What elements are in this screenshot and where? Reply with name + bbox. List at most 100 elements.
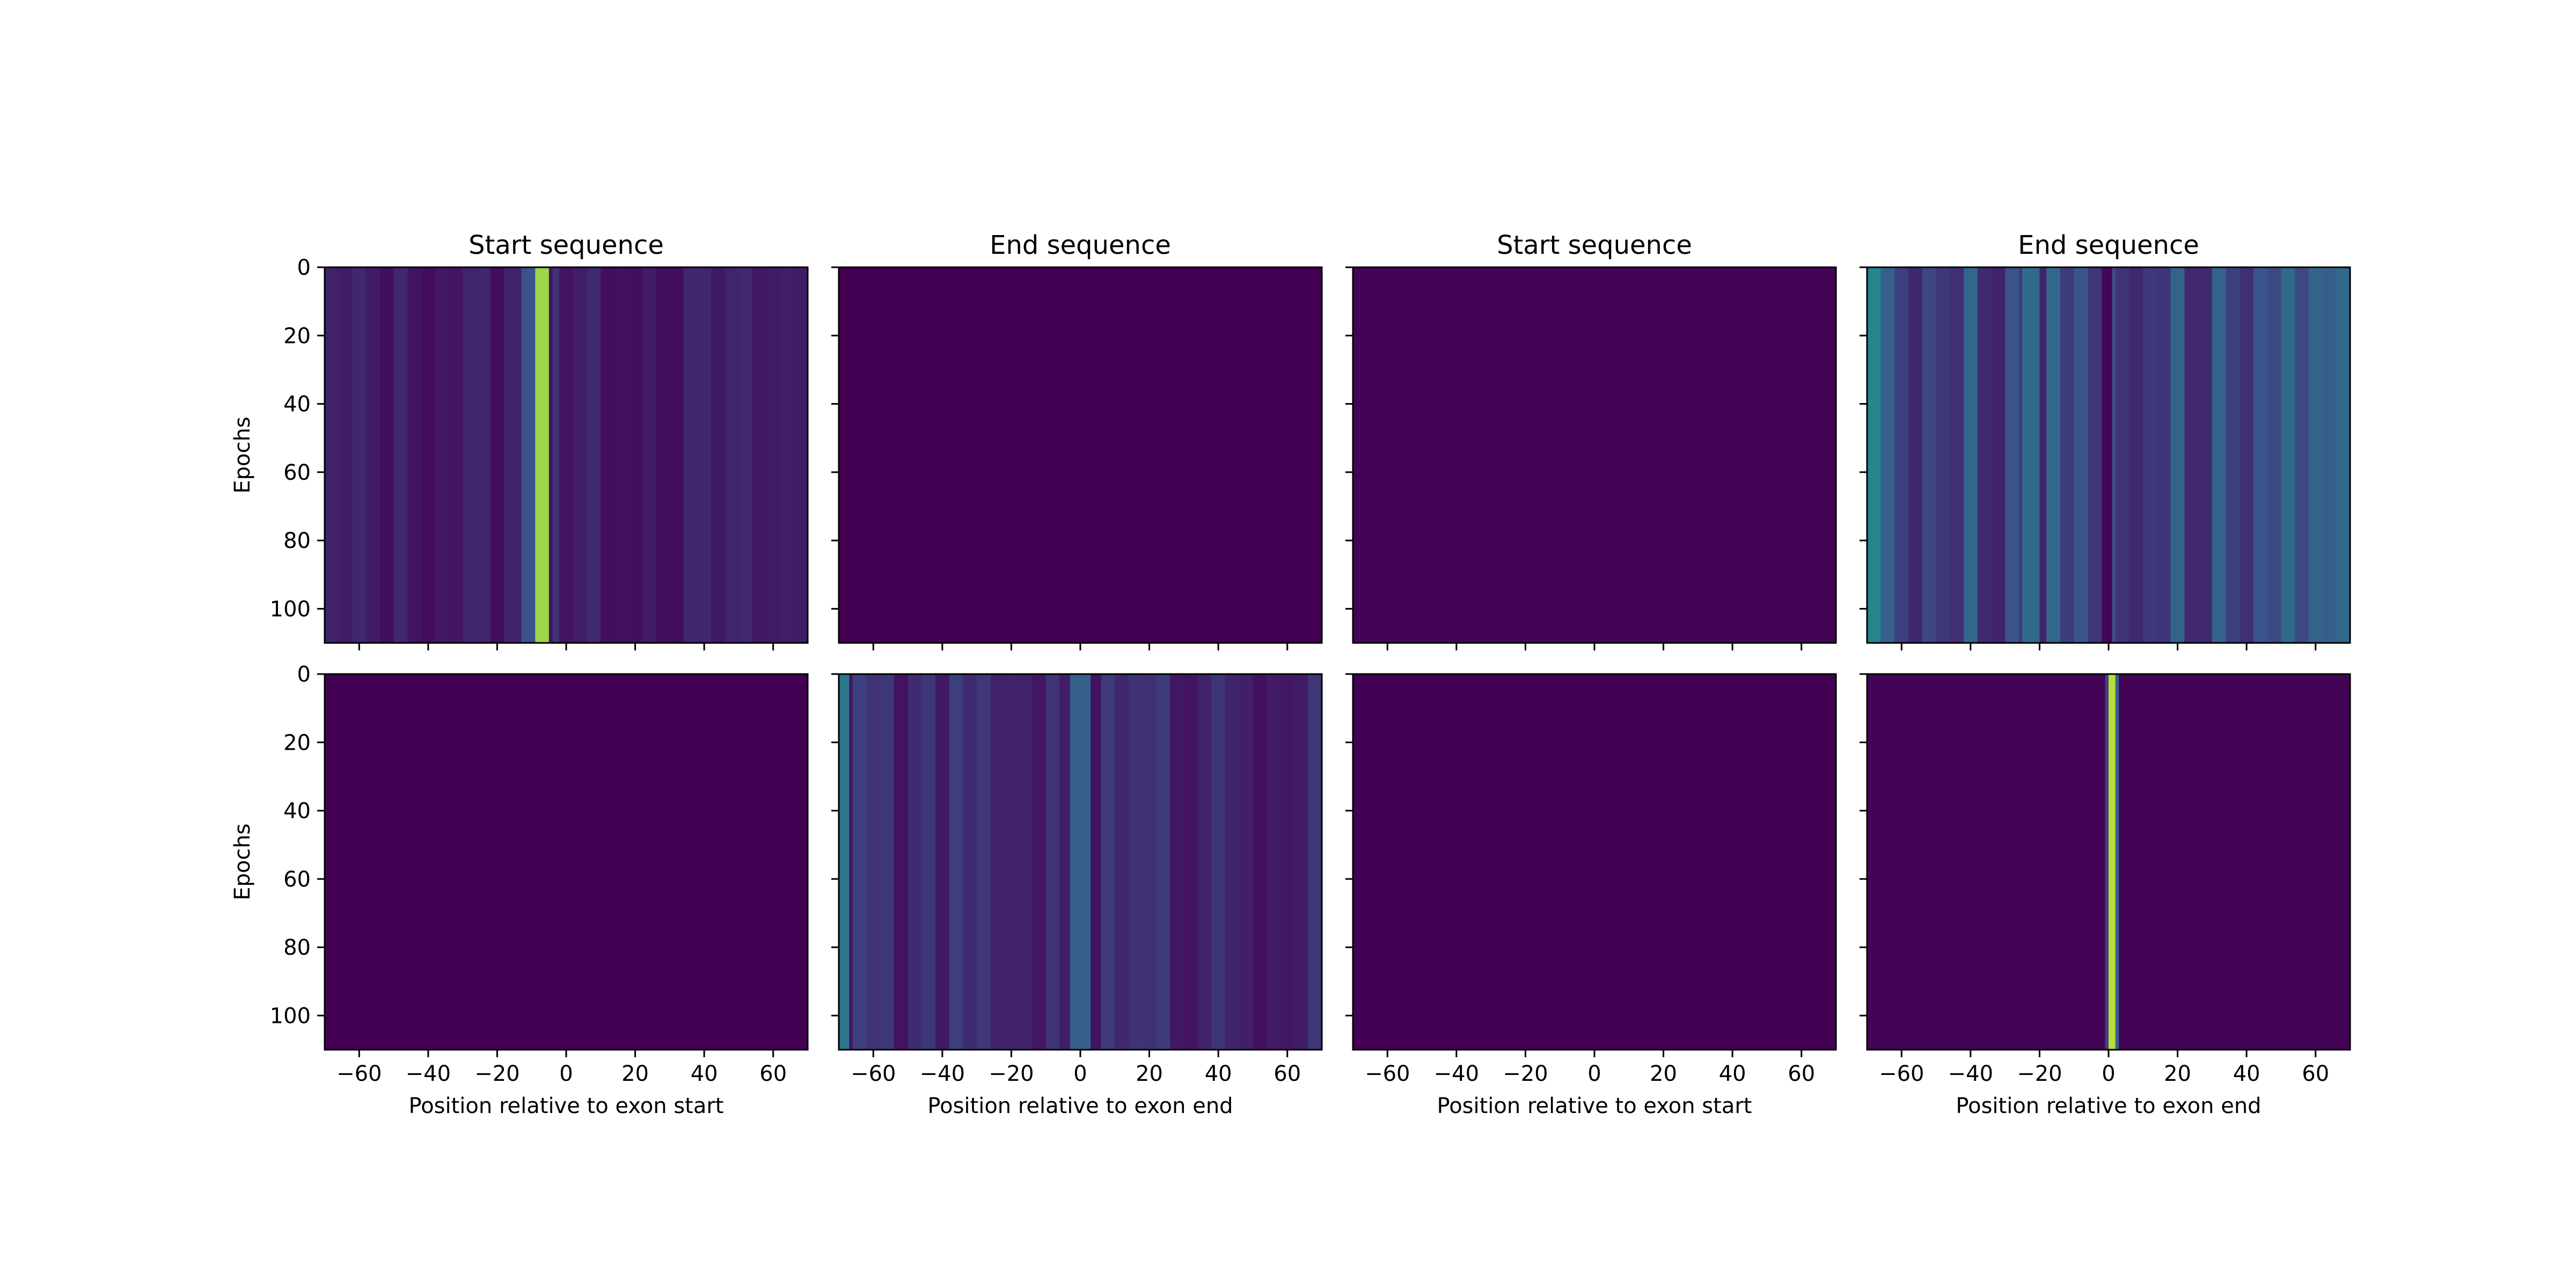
heatmap-column xyxy=(1977,267,1992,643)
heatmap-column xyxy=(1004,674,1019,1050)
heatmap-column xyxy=(352,267,367,643)
heatmap-column xyxy=(587,267,601,643)
heatmap-column xyxy=(1032,674,1046,1050)
x-tick-label: 20 xyxy=(1136,1062,1163,1086)
heatmap-column xyxy=(2129,267,2143,643)
heatmap-column xyxy=(1101,674,1115,1050)
x-tick-label: 20 xyxy=(2164,1062,2191,1086)
heatmap-background xyxy=(839,267,1322,643)
heatmap-column xyxy=(711,267,726,643)
heatmap-column xyxy=(601,267,615,643)
x-tick-label: 20 xyxy=(621,1062,649,1086)
heatmap-column xyxy=(1239,674,1253,1050)
heatmap-column xyxy=(866,674,881,1050)
heatmap-column xyxy=(2184,267,2199,643)
panel-5: −60 −40 −20 0 20 40 60 0 20 40 60 80 100 Position rel… xyxy=(230,662,809,1118)
heatmap-column xyxy=(1294,674,1308,1050)
heatmap-column xyxy=(559,267,574,643)
x-tick-label: −60 xyxy=(1879,1062,1924,1086)
x-tick-label: −20 xyxy=(474,1062,519,1086)
heatmap-column xyxy=(1308,674,1322,1050)
heatmap-column xyxy=(463,267,477,643)
heatmap-column xyxy=(1170,674,1184,1050)
x-axis-label: Position relative to exon end xyxy=(927,1094,1233,1118)
x-axis-label: Position relative to exon start xyxy=(1437,1094,1752,1118)
heatmap-column xyxy=(1197,674,1212,1050)
heatmap-column xyxy=(2060,267,2075,643)
heatmap-column xyxy=(642,267,656,643)
y-tick-label: 60 xyxy=(283,867,311,892)
x-tick-label: −40 xyxy=(1434,1062,1479,1086)
x-tick-label: 60 xyxy=(1274,1062,1301,1086)
heatmap-column xyxy=(1253,674,1267,1050)
panel-3: Start sequence xyxy=(1345,230,1837,650)
x-tick-label: −60 xyxy=(1365,1062,1410,1086)
panel-title: Start sequence xyxy=(1497,230,1692,260)
heatmap-column xyxy=(683,267,698,643)
heatmap-column xyxy=(2281,267,2295,643)
x-tick-label: −20 xyxy=(2017,1062,2062,1086)
x-tick-label: 60 xyxy=(2302,1062,2329,1086)
y-axis-label: Epochs xyxy=(230,823,255,900)
heatmap-column xyxy=(766,267,781,643)
heatmap-column xyxy=(697,267,712,643)
y-tick-label: 0 xyxy=(297,255,311,280)
heatmap-feature-band xyxy=(521,267,536,643)
x-tick-label: 0 xyxy=(1073,1062,1087,1086)
x-tick-label: −40 xyxy=(1948,1062,1993,1086)
heatmap-column xyxy=(2226,267,2240,643)
x-tick-label: 20 xyxy=(1650,1062,1677,1086)
heatmap-feature-band xyxy=(535,267,549,643)
heatmap-feature-band xyxy=(1867,267,1881,643)
x-tick-label: −60 xyxy=(336,1062,382,1086)
x-tick-label: 60 xyxy=(1788,1062,1815,1086)
heatmap-column xyxy=(504,267,518,643)
heatmap-column xyxy=(794,267,808,643)
x-tick-label: −20 xyxy=(989,1062,1034,1086)
heatmap-column xyxy=(1991,267,2006,643)
heatmap-column xyxy=(2088,267,2102,643)
heatmap-column xyxy=(2115,267,2130,643)
heatmap-column xyxy=(990,674,1005,1050)
heatmap-column xyxy=(656,267,670,643)
heatmap-feature-band xyxy=(2022,267,2040,643)
heatmap-column xyxy=(366,267,380,643)
x-tick-label: −40 xyxy=(920,1062,965,1086)
y-tick-label: 20 xyxy=(283,324,311,348)
x-axis-label: Position relative to exon end xyxy=(1956,1094,2261,1118)
heatmap-column xyxy=(2143,267,2157,643)
heatmap-feature-band xyxy=(2105,674,2109,1050)
heatmap-column xyxy=(435,267,449,643)
heatmap-column xyxy=(2074,267,2088,643)
y-tick-label: 80 xyxy=(283,935,311,960)
heatmap-column xyxy=(880,674,895,1050)
y-tick-label: 20 xyxy=(283,730,311,755)
heatmap-column xyxy=(669,267,684,643)
heatmap-column xyxy=(2005,267,2019,643)
x-tick-label: 40 xyxy=(1205,1062,1232,1086)
heatmap-background xyxy=(1353,267,1836,643)
heatmap-column xyxy=(338,267,353,643)
heatmap-column xyxy=(780,267,794,643)
heatmap-feature-band xyxy=(2102,267,2112,643)
y-axis-label: Epochs xyxy=(230,416,255,493)
heatmap-column xyxy=(2295,267,2309,643)
x-tick-label: 0 xyxy=(2102,1062,2115,1086)
y-tick-label: 100 xyxy=(270,1004,311,1028)
heatmap-column xyxy=(2212,267,2227,643)
heatmap-column xyxy=(379,267,394,643)
heatmap-column xyxy=(949,674,963,1050)
heatmap-column xyxy=(1908,267,1923,643)
panel-2: End sequence xyxy=(831,230,1323,650)
heatmap-column xyxy=(1211,674,1226,1050)
heatmap-column xyxy=(1950,267,1964,643)
heatmap-column xyxy=(935,674,950,1050)
y-tick-label: 40 xyxy=(283,392,311,417)
heatmap-column xyxy=(2046,267,2061,643)
x-tick-label: −40 xyxy=(406,1062,451,1086)
heatmap-column xyxy=(2253,267,2268,643)
panel-7: −60 −40 −20 0 20 40 60 Position relative to exo… xyxy=(1345,673,1837,1118)
x-axis-label: Position relative to exon start xyxy=(409,1094,724,1118)
heatmap-column xyxy=(421,267,436,643)
heatmap-column xyxy=(752,267,767,643)
